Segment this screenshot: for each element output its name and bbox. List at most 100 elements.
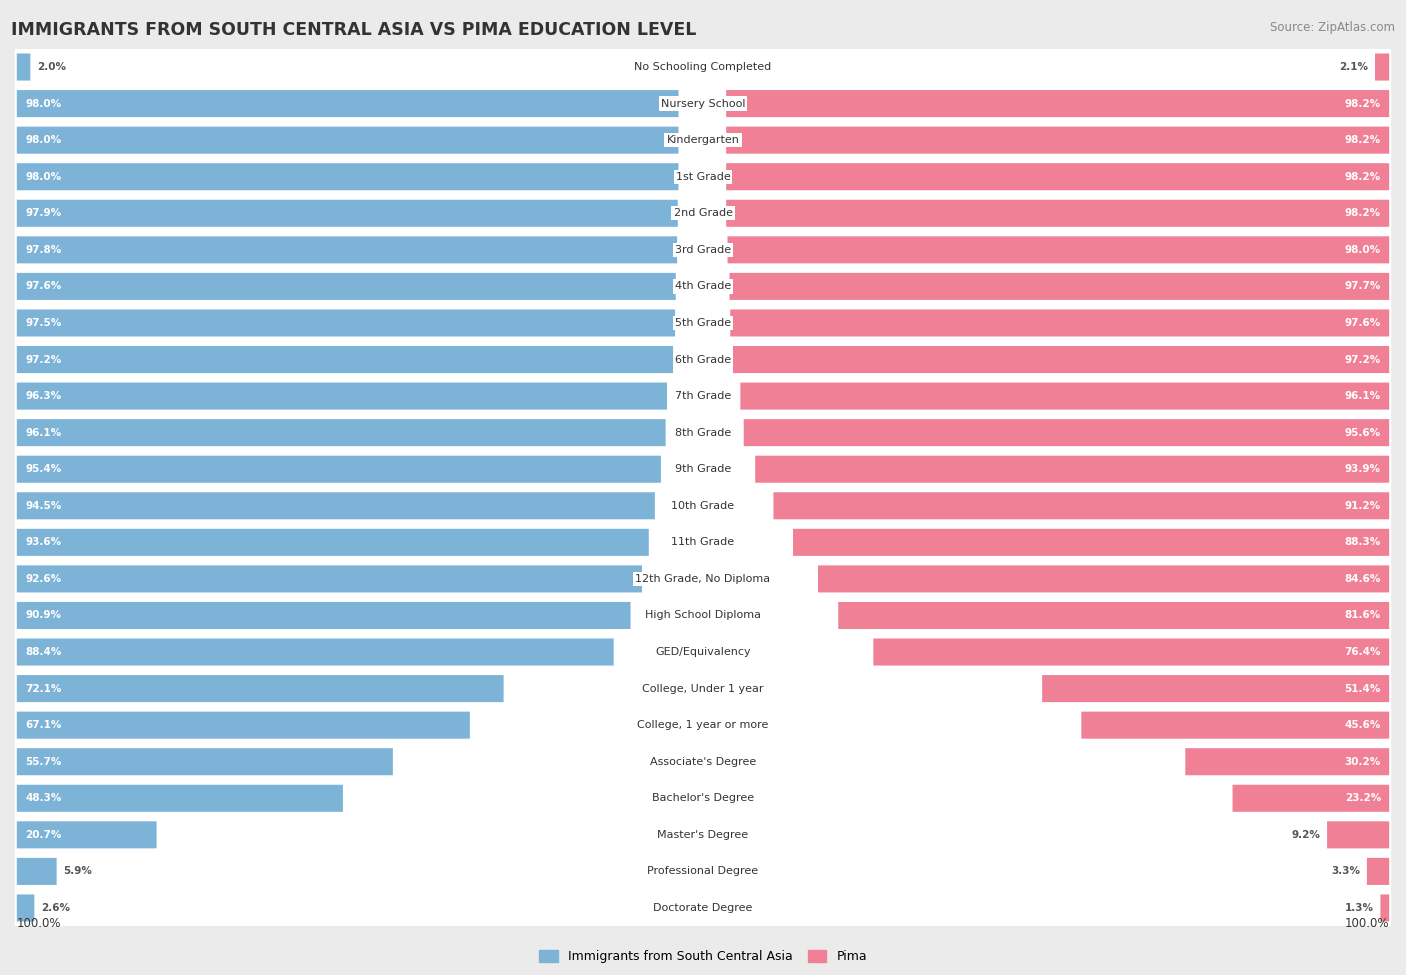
Text: College, 1 year or more: College, 1 year or more xyxy=(637,721,769,730)
FancyBboxPatch shape xyxy=(818,566,1389,593)
FancyBboxPatch shape xyxy=(17,712,470,739)
FancyBboxPatch shape xyxy=(17,602,630,629)
FancyBboxPatch shape xyxy=(14,339,1392,380)
Text: Nursery School: Nursery School xyxy=(661,98,745,108)
Text: 97.9%: 97.9% xyxy=(25,209,62,218)
Text: 97.5%: 97.5% xyxy=(25,318,62,328)
FancyBboxPatch shape xyxy=(14,668,1392,709)
FancyBboxPatch shape xyxy=(17,90,679,117)
Text: 97.6%: 97.6% xyxy=(25,282,62,292)
Text: 3.3%: 3.3% xyxy=(1331,867,1360,877)
Text: 45.6%: 45.6% xyxy=(1344,721,1381,730)
FancyBboxPatch shape xyxy=(773,492,1389,520)
Text: 76.4%: 76.4% xyxy=(1344,647,1381,657)
FancyBboxPatch shape xyxy=(17,639,613,666)
Text: 10th Grade: 10th Grade xyxy=(672,501,734,511)
Text: 20.7%: 20.7% xyxy=(25,830,62,839)
Text: 88.4%: 88.4% xyxy=(25,647,62,657)
Text: 3rd Grade: 3rd Grade xyxy=(675,245,731,254)
Text: 97.8%: 97.8% xyxy=(25,245,62,254)
Text: 95.4%: 95.4% xyxy=(25,464,62,474)
Text: 5.9%: 5.9% xyxy=(63,867,93,877)
Text: 2nd Grade: 2nd Grade xyxy=(673,209,733,218)
FancyBboxPatch shape xyxy=(14,486,1392,526)
Text: Bachelor's Degree: Bachelor's Degree xyxy=(652,794,754,803)
FancyBboxPatch shape xyxy=(14,632,1392,673)
FancyBboxPatch shape xyxy=(14,47,1392,88)
Text: 98.0%: 98.0% xyxy=(25,172,62,181)
Text: 1.3%: 1.3% xyxy=(1344,903,1374,913)
Text: Kindergarten: Kindergarten xyxy=(666,136,740,145)
Text: 84.6%: 84.6% xyxy=(1344,574,1381,584)
Text: 9th Grade: 9th Grade xyxy=(675,464,731,474)
FancyBboxPatch shape xyxy=(14,229,1392,270)
FancyBboxPatch shape xyxy=(17,566,643,593)
Text: 88.3%: 88.3% xyxy=(1344,537,1381,547)
Text: 67.1%: 67.1% xyxy=(25,721,62,730)
FancyBboxPatch shape xyxy=(1233,785,1389,812)
Text: 11th Grade: 11th Grade xyxy=(672,537,734,547)
FancyBboxPatch shape xyxy=(741,382,1389,409)
FancyBboxPatch shape xyxy=(14,266,1392,307)
Text: 72.1%: 72.1% xyxy=(25,683,62,693)
FancyBboxPatch shape xyxy=(14,120,1392,161)
FancyBboxPatch shape xyxy=(14,448,1392,489)
Text: Associate's Degree: Associate's Degree xyxy=(650,757,756,766)
Text: Source: ZipAtlas.com: Source: ZipAtlas.com xyxy=(1270,21,1395,34)
FancyBboxPatch shape xyxy=(17,127,679,154)
FancyBboxPatch shape xyxy=(725,163,1389,190)
FancyBboxPatch shape xyxy=(725,127,1389,154)
FancyBboxPatch shape xyxy=(17,455,661,483)
FancyBboxPatch shape xyxy=(755,455,1389,483)
FancyBboxPatch shape xyxy=(14,741,1392,782)
FancyBboxPatch shape xyxy=(793,528,1389,556)
Text: 2.1%: 2.1% xyxy=(1339,62,1368,72)
Text: 81.6%: 81.6% xyxy=(1344,610,1381,620)
Text: 98.0%: 98.0% xyxy=(25,98,62,108)
FancyBboxPatch shape xyxy=(17,419,665,447)
Text: No Schooling Completed: No Schooling Completed xyxy=(634,62,772,72)
Text: 97.2%: 97.2% xyxy=(1344,355,1381,365)
FancyBboxPatch shape xyxy=(17,273,676,300)
Text: 97.2%: 97.2% xyxy=(25,355,62,365)
FancyBboxPatch shape xyxy=(744,419,1389,447)
Text: 51.4%: 51.4% xyxy=(1344,683,1381,693)
Text: 92.6%: 92.6% xyxy=(25,574,62,584)
FancyBboxPatch shape xyxy=(873,639,1389,666)
Text: 98.2%: 98.2% xyxy=(1344,136,1381,145)
FancyBboxPatch shape xyxy=(725,200,1389,227)
Text: 100.0%: 100.0% xyxy=(1344,916,1389,930)
FancyBboxPatch shape xyxy=(730,273,1389,300)
FancyBboxPatch shape xyxy=(725,90,1389,117)
Text: 2.0%: 2.0% xyxy=(37,62,66,72)
FancyBboxPatch shape xyxy=(1375,54,1389,81)
FancyBboxPatch shape xyxy=(1367,858,1389,885)
Text: 93.9%: 93.9% xyxy=(1346,464,1381,474)
FancyBboxPatch shape xyxy=(1081,712,1389,739)
FancyBboxPatch shape xyxy=(14,595,1392,636)
Text: 98.2%: 98.2% xyxy=(1344,209,1381,218)
Text: 6th Grade: 6th Grade xyxy=(675,355,731,365)
FancyBboxPatch shape xyxy=(14,193,1392,234)
FancyBboxPatch shape xyxy=(17,346,673,373)
Text: 93.6%: 93.6% xyxy=(25,537,62,547)
FancyBboxPatch shape xyxy=(14,302,1392,343)
Text: 30.2%: 30.2% xyxy=(1344,757,1381,766)
Text: 100.0%: 100.0% xyxy=(17,916,62,930)
FancyBboxPatch shape xyxy=(17,309,675,336)
Text: Master's Degree: Master's Degree xyxy=(658,830,748,839)
FancyBboxPatch shape xyxy=(17,236,678,263)
FancyBboxPatch shape xyxy=(838,602,1389,629)
Text: 2.6%: 2.6% xyxy=(41,903,70,913)
FancyBboxPatch shape xyxy=(17,382,666,409)
FancyBboxPatch shape xyxy=(14,887,1392,928)
Text: 7th Grade: 7th Grade xyxy=(675,391,731,401)
Text: 97.6%: 97.6% xyxy=(1344,318,1381,328)
Text: 96.1%: 96.1% xyxy=(1344,391,1381,401)
FancyBboxPatch shape xyxy=(727,236,1389,263)
FancyBboxPatch shape xyxy=(17,821,156,848)
Text: 91.2%: 91.2% xyxy=(1344,501,1381,511)
Text: 9.2%: 9.2% xyxy=(1291,830,1320,839)
FancyBboxPatch shape xyxy=(17,675,503,702)
Text: 90.9%: 90.9% xyxy=(25,610,60,620)
